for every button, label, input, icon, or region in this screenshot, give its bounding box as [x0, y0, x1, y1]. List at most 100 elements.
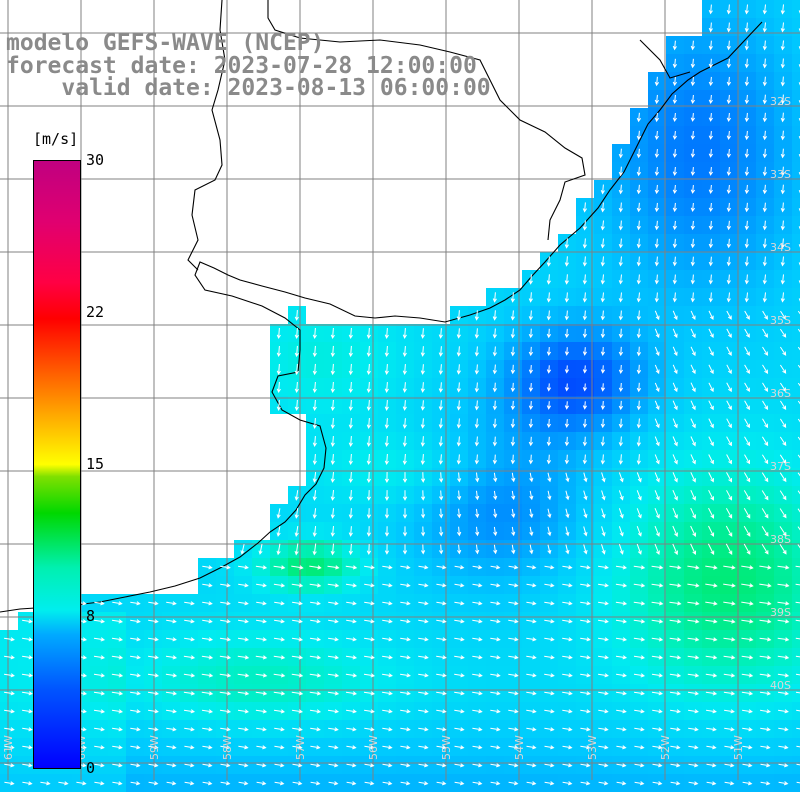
wind-arrow: [780, 310, 787, 320]
wind-arrow: [418, 565, 429, 570]
wind-arrow: [687, 655, 700, 660]
wind-arrow: [598, 619, 609, 624]
wind-arrow: [183, 709, 196, 714]
wind-arrow: [690, 292, 695, 303]
wind-arrow: [744, 94, 750, 105]
wind-arrow: [420, 346, 425, 357]
wind-arrow: [256, 601, 267, 606]
wind-arrow: [615, 637, 628, 642]
colorbar-tick-22: 22: [86, 303, 105, 321]
wind-arrow: [438, 364, 443, 375]
wind-arrow: [669, 583, 682, 588]
wind-arrow: [706, 745, 717, 750]
wind-arrow: [565, 526, 570, 537]
wind-arrow: [618, 166, 623, 177]
wind-arrow: [312, 363, 317, 376]
wind-arrow: [562, 673, 573, 678]
wind-arrow: [382, 781, 393, 786]
wind-arrow: [759, 601, 772, 606]
wind-arrow: [562, 619, 573, 624]
wind-arrow: [400, 583, 411, 588]
wind-arrow: [743, 472, 751, 483]
wind-arrow: [708, 94, 714, 105]
wind-arrow: [456, 490, 462, 501]
wind-arrow: [580, 637, 591, 642]
wind-arrow: [780, 220, 785, 231]
wind-arrow: [220, 763, 231, 768]
wind-arrow: [238, 583, 249, 588]
wind-arrow: [636, 292, 641, 303]
wind-arrow: [726, 256, 731, 267]
wind-arrow: [384, 544, 390, 555]
wind-arrow: [400, 565, 411, 570]
wind-arrow: [672, 220, 678, 231]
wind-arrow: [238, 601, 249, 606]
wind-arrow: [510, 400, 516, 411]
wind-arrow: [402, 382, 407, 393]
wind-arrow: [761, 472, 769, 483]
wind-arrow: [795, 619, 800, 622]
wind-arrow: [400, 655, 411, 660]
wind-arrow: [273, 565, 286, 570]
wind-arrow: [366, 345, 371, 358]
wind-arrow: [348, 543, 353, 556]
wind-arrow: [777, 601, 790, 606]
wind-arrow: [618, 472, 624, 483]
wind-arrow: [777, 691, 790, 696]
wind-arrow: [725, 543, 733, 556]
wind-arrow: [636, 166, 642, 177]
wind-arrow: [580, 655, 591, 660]
wind-arrow: [400, 601, 411, 606]
wind-arrow: [111, 619, 124, 624]
wind-arrow: [690, 256, 695, 267]
wind-arrow: [672, 149, 678, 158]
wind-arrow: [510, 454, 516, 465]
wind-arrow: [93, 637, 106, 642]
wind-arrow: [744, 382, 750, 392]
wind-arrow: [402, 490, 408, 501]
wind-arrow: [600, 310, 606, 321]
wind-arrow: [600, 220, 605, 231]
wind-speed-cell: [792, 72, 800, 90]
wind-arrow: [600, 418, 606, 429]
wind-arrow: [346, 709, 357, 714]
wind-arrow: [546, 401, 552, 410]
wind-arrow: [705, 583, 718, 588]
wind-arrow: [582, 347, 588, 356]
wind-arrow: [687, 601, 700, 606]
wind-arrow: [508, 655, 519, 660]
wind-arrow: [564, 347, 570, 356]
wind-arrow: [402, 508, 408, 519]
wind-arrow: [166, 601, 177, 606]
wind-arrow: [725, 507, 733, 519]
wind-arrow: [726, 382, 732, 393]
wind-arrow: [652, 763, 663, 768]
wind-arrow: [294, 399, 299, 412]
wind-arrow: [273, 637, 286, 642]
wind-arrow: [544, 655, 555, 660]
wind-arrow: [708, 220, 714, 231]
wind-arrow: [582, 238, 587, 249]
wind-arrow: [201, 655, 214, 660]
wind-arrow: [490, 709, 501, 714]
wind-arrow: [636, 328, 642, 339]
wind-arrow: [202, 601, 213, 606]
wind-arrow: [705, 637, 718, 642]
wind-arrow: [690, 436, 696, 447]
wind-arrow: [669, 565, 682, 570]
wind-arrow: [544, 565, 555, 570]
wind-arrow: [708, 202, 714, 213]
valid-date: valid date: 2023-08-13 06:00:00: [6, 75, 491, 101]
wind-arrow: [582, 256, 587, 267]
wind-arrow: [474, 454, 480, 465]
wind-arrow: [618, 202, 623, 213]
wind-arrow: [472, 673, 483, 678]
wind-arrow: [184, 763, 195, 768]
wind-arrow: [544, 763, 555, 768]
wind-arrow: [366, 363, 371, 376]
wind-arrow: [598, 655, 609, 660]
wind-arrow: [366, 381, 371, 394]
wind-arrow: [688, 745, 699, 750]
wind-arrow: [742, 709, 753, 714]
wind-arrow: [529, 544, 534, 555]
